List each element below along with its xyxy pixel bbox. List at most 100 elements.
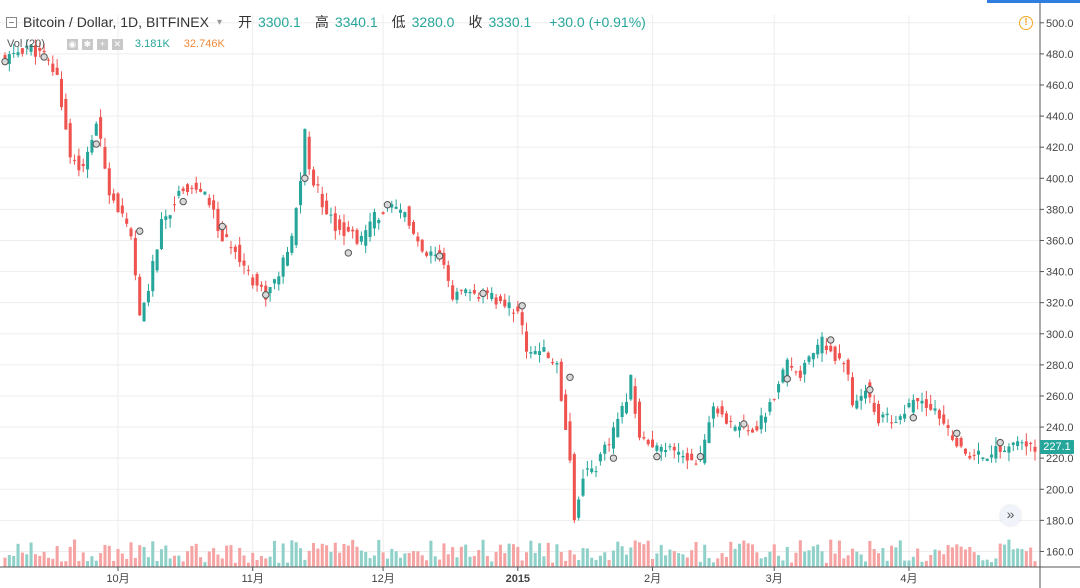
candle-body xyxy=(538,351,542,355)
volume-bar xyxy=(177,555,181,567)
candle-body xyxy=(733,426,737,431)
volume-bar xyxy=(824,562,828,567)
dropdown-arrow-icon[interactable]: ▾ xyxy=(216,16,222,28)
candle-body xyxy=(12,53,16,55)
candle-body xyxy=(916,398,920,402)
candle-body xyxy=(238,244,242,263)
volume-bar xyxy=(394,551,398,567)
volume-bar xyxy=(981,560,985,567)
event-marker xyxy=(609,454,618,462)
candle-body xyxy=(125,218,129,224)
candle-body xyxy=(1033,446,1037,452)
volume-bar xyxy=(929,554,933,567)
volume-bar xyxy=(950,547,954,567)
candle-body xyxy=(155,249,159,271)
scroll-forward-icon[interactable]: » xyxy=(1000,505,1021,526)
event-marker xyxy=(383,201,392,209)
candle-body xyxy=(203,191,207,195)
volume-bar xyxy=(155,560,159,567)
alert-icon[interactable]: ! xyxy=(1019,16,1033,30)
volume-bar xyxy=(837,540,841,567)
candle-body xyxy=(750,429,755,433)
candle-body xyxy=(277,276,281,285)
x-tick-label: 10月 xyxy=(106,573,129,585)
candle-body xyxy=(872,402,876,412)
volume-bar xyxy=(381,552,385,567)
candle-body xyxy=(207,197,211,206)
candle-body xyxy=(611,427,615,449)
volume-bar xyxy=(863,561,868,567)
volume-bar xyxy=(90,556,94,567)
volume-bar xyxy=(420,555,424,567)
plus-icon[interactable]: + xyxy=(96,38,108,50)
volume-value: 3.181K xyxy=(134,38,170,50)
volume-legend: Vol (20) ◉ ✱ + ✕ 3.181K 32.746K xyxy=(7,37,225,51)
volume-bar xyxy=(1011,549,1015,567)
candle-body xyxy=(372,212,376,229)
y-tick-label: 260.0 xyxy=(1046,391,1074,403)
volume-bar xyxy=(277,562,281,567)
volume-bar xyxy=(877,553,881,567)
collapse-icon[interactable] xyxy=(6,16,17,28)
candle-body xyxy=(438,250,442,254)
candle-body xyxy=(598,454,602,462)
settings-icon[interactable]: ✱ xyxy=(81,38,93,50)
y-tick-label: 420.0 xyxy=(1046,142,1074,154)
y-tick-label: 500.0 xyxy=(1046,18,1074,30)
volume-bar xyxy=(68,546,72,567)
volume-bar xyxy=(803,551,807,567)
candle-body xyxy=(703,439,707,464)
candle-body xyxy=(594,471,598,473)
volume-bar xyxy=(112,560,116,567)
volume-bar xyxy=(646,540,650,567)
volume-bar xyxy=(459,546,463,567)
event-marker xyxy=(344,249,353,257)
candle-body xyxy=(603,444,607,454)
volume-bar xyxy=(377,539,381,567)
symbol-title[interactable]: Bitcoin / Dollar, 1D, BITFINEX xyxy=(23,14,209,30)
candle-body xyxy=(881,414,885,418)
volume-bar xyxy=(890,545,894,567)
event-marker xyxy=(866,386,874,394)
volume-bar xyxy=(425,560,429,567)
volume-bar xyxy=(416,551,420,567)
close-icon[interactable]: ✕ xyxy=(111,38,123,50)
y-tick-label: 380.0 xyxy=(1046,204,1074,216)
volume-indicator-name[interactable]: Vol (20) xyxy=(7,38,45,50)
x-tick-label: 3月 xyxy=(766,573,783,585)
volume-bar xyxy=(364,551,368,567)
volume-bar xyxy=(116,548,120,567)
candle-body xyxy=(585,468,589,470)
candle-body xyxy=(959,438,963,447)
candle-body xyxy=(1003,450,1007,453)
volume-bar xyxy=(911,556,915,567)
eye-icon[interactable]: ◉ xyxy=(66,38,78,50)
candle-body xyxy=(472,290,476,294)
volume-bar xyxy=(724,556,728,567)
volume-bar xyxy=(577,559,581,567)
volume-bar xyxy=(251,552,255,567)
volume-bar xyxy=(307,550,311,567)
candle-body xyxy=(199,188,203,192)
volume-bar xyxy=(711,562,715,567)
volume-bar xyxy=(190,545,194,567)
candle-body xyxy=(73,159,77,161)
candle-body xyxy=(325,200,329,215)
candle-body xyxy=(377,219,381,224)
volume-bar xyxy=(242,555,246,567)
volume-bar xyxy=(829,539,833,567)
candle-body xyxy=(777,384,781,393)
volume-bar xyxy=(12,555,16,567)
volume-bar xyxy=(598,555,602,567)
volume-bar xyxy=(581,548,585,567)
volume-bar xyxy=(372,555,376,567)
candle-body xyxy=(20,48,24,54)
volume-bar xyxy=(1020,549,1024,567)
candle-body xyxy=(677,451,681,455)
volume-bar xyxy=(750,544,755,567)
candle-body xyxy=(646,439,650,445)
volume-bar xyxy=(220,558,224,567)
volume-bar xyxy=(968,547,972,567)
volume-bar xyxy=(694,541,698,567)
